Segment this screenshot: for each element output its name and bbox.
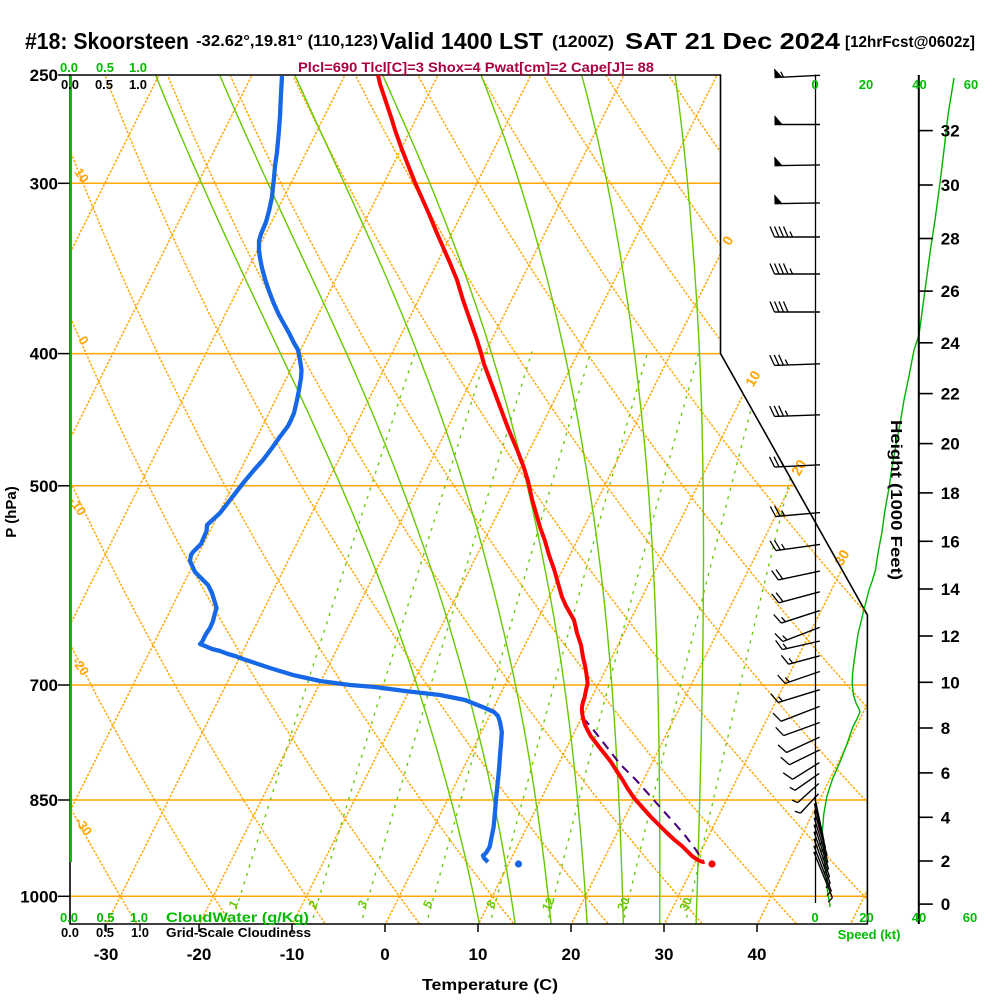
svg-text:Grid-Scale Cloudiness: Grid-Scale Cloudiness [166, 925, 311, 940]
svg-text:0.0: 0.0 [60, 910, 78, 925]
svg-text:SAT 21 Dec 2024: SAT 21 Dec 2024 [625, 28, 840, 54]
svg-text:850: 850 [30, 791, 58, 810]
svg-text:20: 20 [941, 435, 960, 454]
svg-text:30: 30 [655, 945, 674, 964]
svg-text:10: 10 [742, 368, 764, 390]
svg-text:26: 26 [941, 282, 960, 301]
svg-text:CloudWater (g/Kg): CloudWater (g/Kg) [166, 909, 309, 925]
svg-text:250: 250 [30, 66, 58, 85]
svg-text:14: 14 [941, 580, 960, 599]
svg-text:-30: -30 [94, 945, 119, 964]
svg-text:12: 12 [539, 895, 558, 914]
svg-text:400: 400 [30, 345, 58, 364]
svg-text:Valid 1400 LST: Valid 1400 LST [380, 28, 543, 54]
svg-text:0.0: 0.0 [61, 925, 79, 940]
svg-text:700: 700 [30, 676, 58, 695]
svg-text:30: 30 [676, 895, 695, 914]
svg-text:18: 18 [941, 484, 960, 503]
svg-text:28: 28 [941, 230, 960, 249]
svg-text:24: 24 [941, 334, 960, 353]
svg-text:6: 6 [941, 764, 950, 783]
svg-text:40: 40 [912, 77, 926, 92]
svg-text:0: 0 [941, 895, 950, 914]
svg-text:40: 40 [912, 910, 926, 925]
svg-text:1000: 1000 [20, 887, 58, 906]
svg-text:20: 20 [788, 457, 810, 479]
svg-text:P (hPa): P (hPa) [3, 486, 20, 537]
svg-text:32: 32 [941, 122, 960, 141]
svg-text:0.5: 0.5 [96, 910, 114, 925]
svg-text:8: 8 [941, 719, 950, 738]
svg-text:0.0: 0.0 [61, 77, 79, 92]
svg-text:22: 22 [941, 385, 960, 404]
svg-text:1.0: 1.0 [129, 60, 147, 75]
svg-text:1.0: 1.0 [130, 910, 148, 925]
svg-text:Temperature (C): Temperature (C) [422, 977, 558, 994]
svg-text:40: 40 [748, 945, 767, 964]
svg-text:0.5: 0.5 [95, 77, 113, 92]
svg-text:60: 60 [964, 77, 978, 92]
svg-text:Plcl=690 Tlcl[C]=3 Shox=4 Pwat: Plcl=690 Tlcl[C]=3 Shox=4 Pwat[cm]=2 Cap… [298, 59, 654, 75]
svg-text:#18: Skoorsteen: #18: Skoorsteen [25, 28, 189, 54]
svg-text:0: 0 [811, 910, 818, 925]
svg-text:-32.62°,19.81° (110,123): -32.62°,19.81° (110,123) [196, 33, 378, 50]
svg-text:10: 10 [941, 673, 960, 692]
svg-text:0.5: 0.5 [96, 925, 114, 940]
svg-text:12: 12 [941, 627, 960, 646]
svg-text:10: 10 [71, 165, 92, 185]
svg-text:20: 20 [859, 77, 873, 92]
svg-text:30: 30 [831, 547, 853, 569]
svg-text:300: 300 [30, 174, 58, 193]
svg-text:1.0: 1.0 [129, 77, 147, 92]
svg-text:0: 0 [811, 77, 818, 92]
svg-text:30: 30 [941, 176, 960, 195]
svg-text:0: 0 [380, 945, 389, 964]
svg-text:500: 500 [30, 477, 58, 496]
svg-text:60: 60 [963, 910, 977, 925]
svg-text:0.5: 0.5 [96, 60, 114, 75]
svg-text:4: 4 [941, 808, 951, 827]
svg-text:(1200Z): (1200Z) [552, 33, 614, 51]
svg-text:10: 10 [469, 945, 488, 964]
svg-text:Height (1000 Feet): Height (1000 Feet) [887, 420, 904, 580]
svg-text:[12hrFcst@0602z]: [12hrFcst@0602z] [845, 34, 975, 51]
svg-text:20: 20 [562, 945, 581, 964]
svg-text:-10: -10 [280, 945, 305, 964]
svg-text:2: 2 [941, 852, 950, 871]
svg-text:0.0: 0.0 [60, 60, 78, 75]
svg-text:Speed (kt): Speed (kt) [838, 927, 901, 942]
svg-text:1.0: 1.0 [131, 925, 149, 940]
svg-text:-20: -20 [187, 945, 212, 964]
svg-text:16: 16 [941, 532, 960, 551]
svg-text:20: 20 [859, 910, 873, 925]
svg-text:20: 20 [614, 895, 633, 914]
